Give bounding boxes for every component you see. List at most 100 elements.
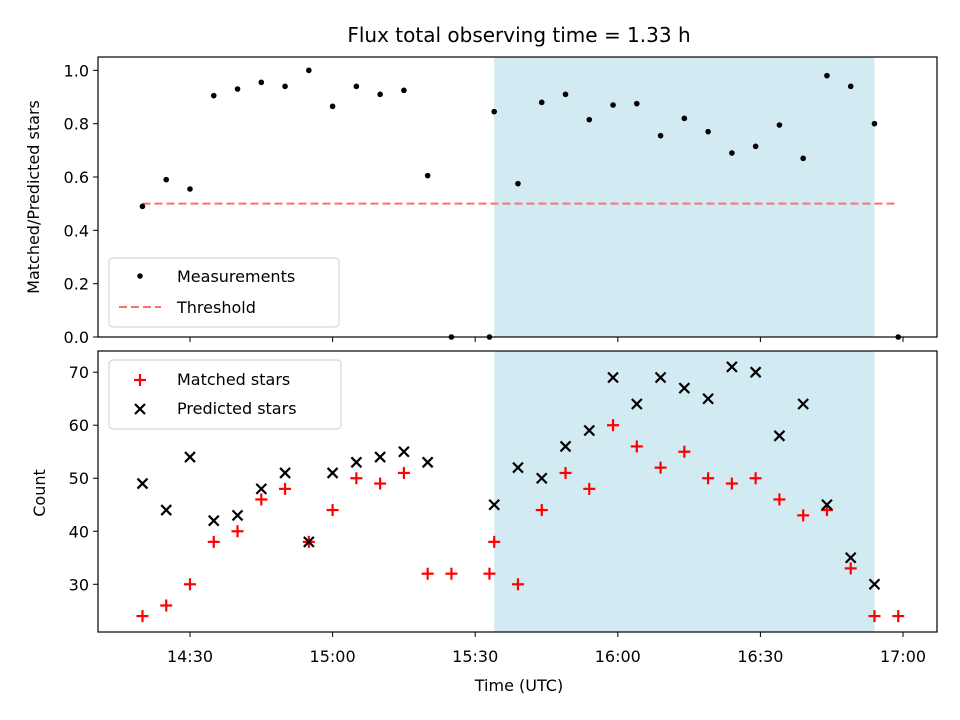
predicted-star-point xyxy=(488,498,500,511)
legend-label-measurements: Measurements xyxy=(177,267,295,286)
measurement-point xyxy=(586,116,593,123)
predicted-star-point xyxy=(207,514,220,527)
top-legend: Measurements Threshold xyxy=(108,257,340,328)
x-tick-label: 16:30 xyxy=(737,647,783,666)
predicted-star-point xyxy=(398,445,410,458)
measurement-point xyxy=(377,91,383,98)
predicted-star-point xyxy=(631,398,643,410)
measurement-point xyxy=(210,92,217,99)
predicted-star-point xyxy=(184,451,196,463)
matched-star-point xyxy=(559,466,572,479)
x-axis-label: Time (UTC) xyxy=(474,676,563,695)
measurement-point xyxy=(424,172,431,179)
matched-star-point xyxy=(797,509,810,522)
measurement-point xyxy=(634,100,640,107)
predicted-star-point xyxy=(868,578,881,591)
predicted-star-point xyxy=(749,366,762,378)
legend-label-predicted: Predicted stars xyxy=(177,399,297,418)
predicted-star-point xyxy=(678,382,691,394)
legend-label-matched: Matched stars xyxy=(177,370,290,389)
predicted-star-point xyxy=(535,472,548,485)
matched-star-point xyxy=(136,610,149,623)
matched-star-point xyxy=(868,610,881,623)
predicted-star-point xyxy=(726,361,738,373)
measurement-point xyxy=(800,155,806,162)
top-panel: 0.0 0.2 0.4 0.6 0.8 1.0 Matched/Predicted sta… xyxy=(24,56,938,347)
legend-marker-measurements xyxy=(137,273,143,279)
measurement-point xyxy=(187,186,193,192)
predicted-star-point xyxy=(350,456,363,469)
x-tick-label: 16:00 xyxy=(595,647,641,666)
matched-star-point xyxy=(630,440,643,453)
measurement-point xyxy=(515,180,521,187)
bottom-shaded-region xyxy=(494,351,875,632)
bottom-y-tick-label: 60 xyxy=(69,416,89,435)
matched-star-point xyxy=(678,445,691,458)
measurement-point xyxy=(681,115,688,122)
measurement-point xyxy=(306,67,312,74)
x-tick-label: 15:00 xyxy=(310,647,356,666)
measurement-point xyxy=(282,83,288,90)
legend-marker-predicted xyxy=(134,403,146,415)
top-shaded-region xyxy=(494,57,875,337)
legend-marker-matched xyxy=(134,374,146,386)
measurement-point xyxy=(847,83,854,90)
bottom-y-tick-label: 50 xyxy=(69,469,89,488)
matched-star-point xyxy=(160,599,173,612)
matched-star-point xyxy=(326,504,339,517)
predicted-star-point xyxy=(421,456,434,469)
matched-star-point xyxy=(255,493,268,506)
predicted-star-point xyxy=(773,430,786,442)
predicted-star-point xyxy=(844,551,857,564)
matched-star-point xyxy=(702,472,715,485)
measurement-point xyxy=(538,99,545,106)
matched-star-point xyxy=(535,504,548,517)
matched-star-point xyxy=(725,477,738,490)
predicted-star-point xyxy=(583,424,596,437)
top-y-ticks: 0.0 0.2 0.4 0.6 0.8 1.0 xyxy=(64,61,98,347)
x-tick-label: 15:30 xyxy=(452,647,498,666)
matched-star-point xyxy=(488,535,501,548)
x-tick-label: 14:30 xyxy=(167,647,213,666)
top-y-tick-label: 0.4 xyxy=(64,221,89,240)
count-points xyxy=(136,361,905,623)
measurement-point xyxy=(401,87,407,94)
bottom-y-tick-label: 40 xyxy=(69,522,89,541)
predicted-star-point xyxy=(654,371,667,384)
chart-title: Flux total observing time = 1.33 h xyxy=(347,23,690,47)
measurement-point xyxy=(871,120,878,127)
matched-star-point xyxy=(231,525,244,538)
predicted-star-point xyxy=(279,467,291,479)
bottom-legend-box xyxy=(108,359,342,430)
bottom-panel: 30 40 50 60 70 14:30 15:00 15:30 16:00 16:30 17:0… xyxy=(30,350,938,695)
matched-star-point xyxy=(654,461,667,474)
bottom-y-tick-label: 30 xyxy=(69,575,89,594)
matched-star-point xyxy=(184,578,196,591)
bottom-x-ticks: 14:30 15:00 15:30 16:00 16:30 17:00 xyxy=(167,632,926,666)
top-legend-box xyxy=(108,257,340,328)
top-x-ticks xyxy=(189,337,904,342)
measurement-point xyxy=(657,132,664,139)
predicted-star-point xyxy=(326,467,339,479)
measurement-point xyxy=(729,150,735,156)
predicted-star-point xyxy=(231,509,244,522)
matched-star-point xyxy=(583,482,596,495)
top-y-axis-label: Matched/Predicted stars xyxy=(24,100,43,294)
measurement-point xyxy=(705,128,711,135)
legend-label-threshold: Threshold xyxy=(176,298,256,317)
matched-star-point xyxy=(607,419,620,432)
measurement-point xyxy=(491,108,498,115)
measurement-point xyxy=(353,83,360,90)
predicted-star-point xyxy=(607,371,619,384)
measurement-point xyxy=(258,79,265,86)
matched-star-point xyxy=(445,567,458,580)
predicted-star-point xyxy=(559,440,572,453)
matched-star-point xyxy=(279,482,292,495)
matched-star-point xyxy=(773,493,786,506)
predicted-star-point xyxy=(303,536,315,548)
predicted-star-point xyxy=(255,483,268,495)
predicted-star-point xyxy=(702,392,714,405)
matched-star-point xyxy=(207,535,220,548)
top-y-tick-label: 0.6 xyxy=(64,168,89,187)
